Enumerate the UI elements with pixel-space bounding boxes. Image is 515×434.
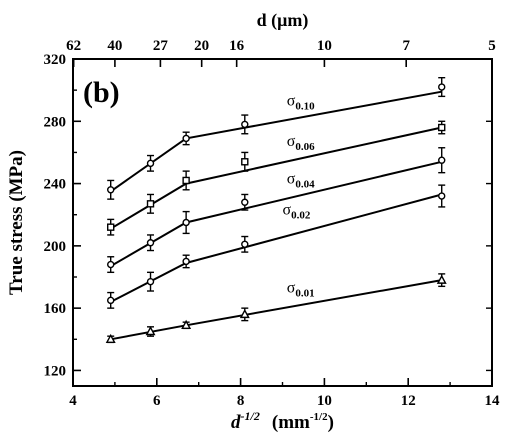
data-markers bbox=[105, 83, 447, 343]
y-axis-title: True stress (MPa) bbox=[6, 150, 27, 295]
data-point-0.06 bbox=[438, 123, 446, 132]
data-point-0.04 bbox=[146, 239, 155, 247]
y-tick-label: 240 bbox=[44, 177, 67, 193]
data-point-0.06 bbox=[107, 223, 115, 231]
top-tick-label: 20 bbox=[194, 38, 209, 54]
axis-ticks bbox=[72, 58, 493, 386]
x-tick-label: 14 bbox=[485, 393, 501, 409]
data-point-0.01 bbox=[181, 319, 192, 329]
y-tick-label: 320 bbox=[44, 52, 67, 68]
y-tick-label: 160 bbox=[44, 301, 67, 317]
data-point-0.01 bbox=[145, 326, 156, 336]
top-tick-label: 40 bbox=[107, 38, 122, 54]
top-axis-title: d (μm) bbox=[257, 10, 309, 31]
series-label-0.02: σ0.02 bbox=[283, 202, 311, 222]
series-label-0.01: σ0.01 bbox=[287, 280, 315, 300]
x-tick-label: 4 bbox=[69, 393, 77, 409]
data-point-0.06 bbox=[146, 200, 155, 208]
data-point-0.04 bbox=[182, 218, 190, 227]
top-tick-label: 62 bbox=[66, 38, 81, 54]
data-point-0.10 bbox=[182, 134, 190, 143]
data-point-0.01 bbox=[239, 308, 250, 319]
y-tick-label: 200 bbox=[44, 239, 67, 255]
data-point-0.01 bbox=[436, 274, 447, 284]
data-point-0.02 bbox=[146, 277, 155, 286]
data-point-0.04 bbox=[438, 156, 446, 164]
data-point-0.10 bbox=[241, 120, 249, 129]
data-point-0.10 bbox=[438, 83, 446, 91]
data-point-0.02 bbox=[182, 257, 190, 266]
data-point-0.02 bbox=[107, 296, 115, 305]
series-label-0.04: σ0.04 bbox=[287, 171, 315, 191]
data-point-0.06 bbox=[241, 158, 249, 166]
data-point-0.01 bbox=[105, 333, 116, 343]
y-tick-label: 120 bbox=[44, 363, 67, 379]
data-point-0.06 bbox=[182, 176, 190, 185]
data-point-0.04 bbox=[241, 198, 249, 206]
series-label-0.10: σ0.10 bbox=[287, 93, 315, 113]
x-axis-title: d-1/2 (mm-1/2) bbox=[231, 409, 334, 433]
y-tick-label: 280 bbox=[44, 114, 67, 130]
data-point-0.10 bbox=[107, 186, 115, 194]
x-tick-label: 6 bbox=[153, 393, 161, 409]
x-tick-label: 8 bbox=[237, 393, 245, 409]
top-tick-label: 10 bbox=[317, 38, 332, 54]
data-point-0.10 bbox=[146, 159, 155, 168]
data-point-0.04 bbox=[107, 260, 115, 269]
top-tick-label: 16 bbox=[229, 38, 245, 54]
x-tick-label: 12 bbox=[401, 393, 416, 409]
x-tick-label: 10 bbox=[317, 393, 332, 409]
panel-label: (b) bbox=[83, 76, 120, 109]
series-label-0.06: σ0.06 bbox=[287, 133, 315, 153]
top-tick-label: 7 bbox=[402, 38, 410, 54]
data-point-0.02 bbox=[241, 240, 249, 249]
top-tick-label: 5 bbox=[488, 38, 496, 54]
data-point-0.02 bbox=[438, 192, 446, 200]
top-tick-label: 27 bbox=[153, 38, 169, 54]
